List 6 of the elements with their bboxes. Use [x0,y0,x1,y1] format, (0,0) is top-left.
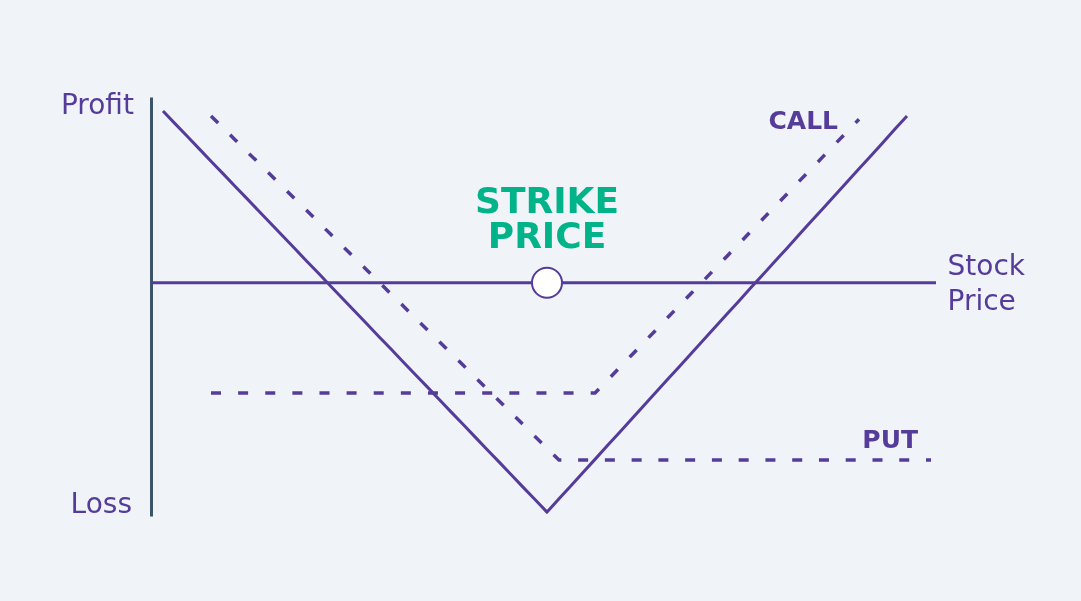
series-label: CALL [768,106,839,136]
text: Loss [70,487,132,520]
annotation: STRIKE PRICE [474,179,620,256]
series-label: PUT [862,425,918,455]
text: Profit [60,88,135,121]
x-axis-title: Stock Price [947,249,1026,318]
